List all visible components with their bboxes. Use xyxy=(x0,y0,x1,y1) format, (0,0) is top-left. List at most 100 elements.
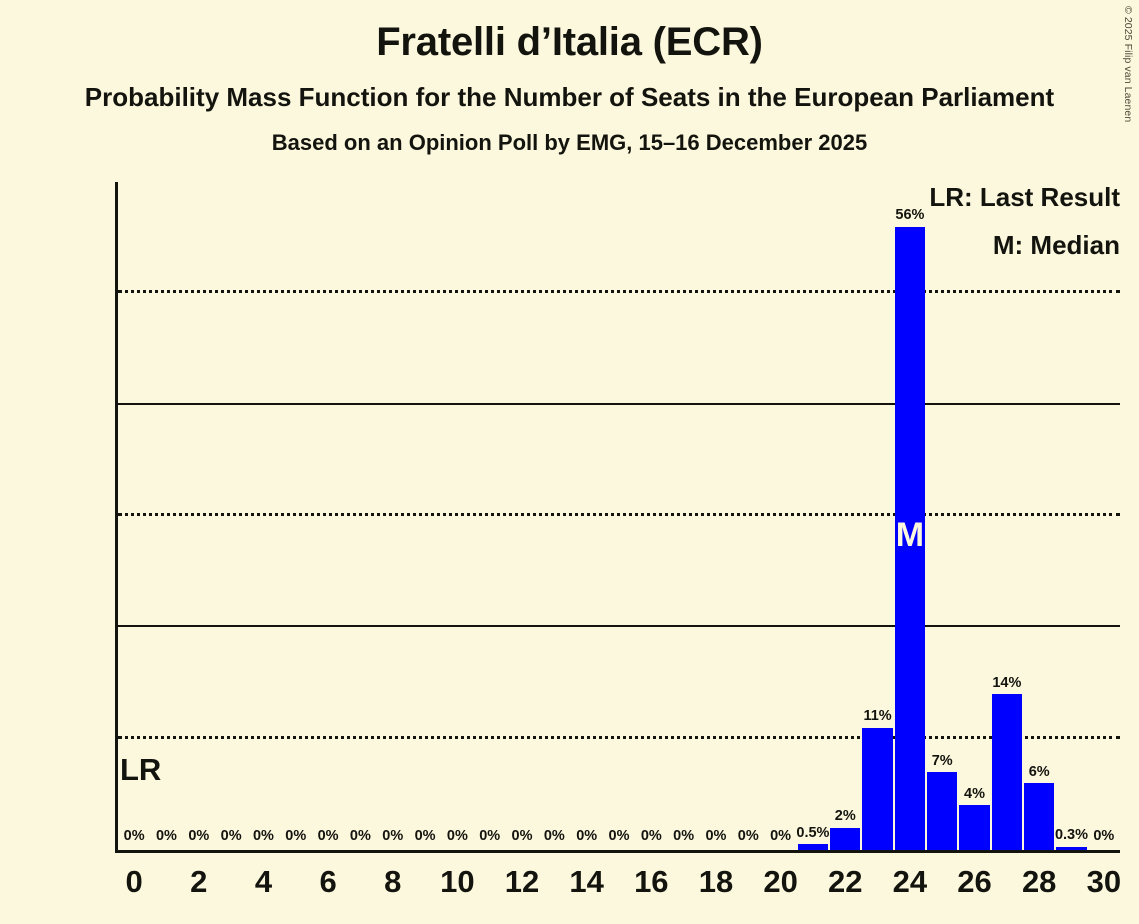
chart-subtitle: Probability Mass Function for the Number… xyxy=(84,82,1055,112)
copyright-text: © 2025 Filip van Laenen xyxy=(1122,6,1134,123)
bar-slot-seats-29[interactable]: 0.3% xyxy=(1054,182,1089,850)
bar-slot-seats-17[interactable]: 0% xyxy=(667,182,699,850)
bar-slot-seats-30[interactable]: 0% xyxy=(1088,182,1120,850)
bar-slot-seats-14[interactable]: 0% xyxy=(571,182,603,850)
legend-item-median: M: Median xyxy=(992,230,1120,260)
x-axis-line xyxy=(115,850,1120,853)
bar-value-label-seats-15: 0% xyxy=(608,827,630,844)
gridline-40 xyxy=(118,402,1120,405)
bar-slot-seats-18[interactable]: 0% xyxy=(700,182,732,850)
bar-value-label-seats-13: 0% xyxy=(543,827,565,844)
last-result-marker: LR xyxy=(120,752,162,787)
bar-value-label-seats-10: 0% xyxy=(446,827,468,844)
bar-value-label-seats-8: 0% xyxy=(382,827,404,844)
bar-value-label-seats-20: 0% xyxy=(770,827,792,844)
x-axis-tick-16: 16 xyxy=(634,864,669,899)
bar-seats-23[interactable] xyxy=(862,727,893,850)
bar-slot-seats-10[interactable]: 0% xyxy=(441,182,473,850)
bar-value-label-seats-14: 0% xyxy=(576,827,598,844)
bar-seats-22[interactable] xyxy=(830,827,861,850)
bar-slot-seats-0[interactable]: 0% xyxy=(118,182,150,850)
legend-item-last-result: LR: Last Result xyxy=(929,182,1120,212)
copyright-notice: © 2025 Filip van Laenen xyxy=(1121,6,1137,166)
x-axis-tick-2: 2 xyxy=(190,864,208,899)
bar-value-label-seats-3: 0% xyxy=(220,827,242,844)
plot-area: 20%40% 0%0%0%0%0%0%0%0%0%0%0%0%0%0%0%0%0… xyxy=(115,182,1120,853)
x-axis-tick-4: 4 xyxy=(254,864,273,899)
bar-slot-seats-22[interactable]: 2% xyxy=(829,182,861,850)
x-axis-tick-6: 6 xyxy=(319,864,337,899)
bar-slot-seats-21[interactable]: 0.5% xyxy=(796,182,830,850)
bar-slot-seats-2[interactable]: 0% xyxy=(183,182,215,850)
bar-value-label-seats-16: 0% xyxy=(640,827,662,844)
bar-series: 0% 0% 0% 0% 0% 0% 0% 0% 0% 0% 0% 0% 0% 0% 0% 0% 0% 0% 0% 0%… xyxy=(118,182,1120,850)
bar-slot-seats-12[interactable]: 0% xyxy=(506,182,538,850)
gridline-20 xyxy=(118,625,1120,628)
bar-slot-seats-25[interactable]: 7% xyxy=(926,182,958,850)
x-axis-tick-14: 14 xyxy=(569,864,604,899)
bar-slot-seats-5[interactable]: 0% xyxy=(280,182,312,850)
bar-slot-seats-3[interactable]: 0% xyxy=(215,182,247,850)
bar-slot-seats-8[interactable]: 0% xyxy=(377,182,409,850)
bar-slot-seats-26[interactable]: 4% xyxy=(958,182,990,850)
bar-value-label-seats-28: 6% xyxy=(1028,763,1050,780)
bar-slot-seats-6[interactable]: 0% xyxy=(312,182,344,850)
bar-slot-seats-23[interactable]: 11% xyxy=(861,182,893,850)
x-axis-tick-30: 30 xyxy=(1086,864,1122,899)
bar-value-label-seats-24: 56% xyxy=(895,207,925,224)
bar-value-label-seats-1: 0% xyxy=(155,827,177,844)
bar-slot-seats-9[interactable]: 0% xyxy=(409,182,441,850)
bar-seats-28[interactable] xyxy=(1024,783,1055,850)
gridline-30 xyxy=(118,513,1120,516)
bar-slot-seats-4[interactable]: 0% xyxy=(247,182,279,850)
bar-slot-seats-19[interactable]: 0% xyxy=(732,182,764,850)
legend: LR: Last Result M: Median xyxy=(929,184,1120,280)
bar-slot-seats-7[interactable]: 0% xyxy=(344,182,376,850)
chart-header: Fratelli d’Italia (ECR) Probability Mass… xyxy=(0,0,1139,154)
bar-value-label-seats-12: 0% xyxy=(511,827,533,844)
bar-value-label-seats-6: 0% xyxy=(317,827,339,844)
bar-seats-27[interactable] xyxy=(991,694,1023,850)
bar-value-label-seats-9: 0% xyxy=(414,827,436,844)
x-axis-tick-22: 22 xyxy=(828,864,863,899)
bar-slot-seats-28[interactable]: 6% xyxy=(1023,182,1055,850)
bar-slot-seats-24[interactable]: 56% M xyxy=(894,182,926,850)
bar-slot-seats-13[interactable]: 0% xyxy=(538,182,570,850)
bar-slot-seats-15[interactable]: 0% xyxy=(603,182,635,850)
gridline-50 xyxy=(118,290,1120,294)
bar-value-label-seats-23: 11% xyxy=(863,708,892,725)
bar-slot-seats-27[interactable]: 14% xyxy=(991,182,1023,850)
median-marker: M xyxy=(895,516,925,555)
bar-value-label-seats-21: 0.5% xyxy=(796,824,830,841)
bar-seats-29[interactable] xyxy=(1056,846,1087,850)
bar-slot-seats-16[interactable]: 0% xyxy=(635,182,667,850)
x-axis-tick-0: 0 xyxy=(125,864,143,899)
bar-value-label-seats-29: 0.3% xyxy=(1054,827,1089,844)
bar-value-label-seats-27: 14% xyxy=(992,674,1022,691)
page-title: Fratelli d’Italia (ECR) xyxy=(376,20,763,64)
gridline-10 xyxy=(118,735,1120,739)
bar-value-label-seats-26: 4% xyxy=(964,785,986,802)
x-axis-tick-18: 18 xyxy=(698,864,734,899)
chart-source-note: Based on an Opinion Poll by EMG, 15–16 D… xyxy=(271,130,868,155)
x-axis-tick-8: 8 xyxy=(384,864,402,899)
x-axis-labels: 0 2 4 6 8 10 12 14 16 18 20 22 24 26 28 30 xyxy=(118,864,1122,912)
bar-value-label-seats-11: 0% xyxy=(479,827,501,844)
bar-value-label-seats-22: 2% xyxy=(834,808,856,825)
x-axis-tick-10: 10 xyxy=(440,864,475,899)
bar-value-label-seats-30: 0% xyxy=(1093,827,1115,844)
bar-value-label-seats-4: 0% xyxy=(252,827,274,844)
bar-seats-24[interactable] xyxy=(894,226,926,850)
bar-slot-seats-11[interactable]: 0% xyxy=(474,182,506,850)
bar-slot-seats-1[interactable]: 0% xyxy=(150,182,182,850)
x-axis-tick-28: 28 xyxy=(1021,864,1057,899)
bar-value-label-seats-18: 0% xyxy=(705,827,727,844)
bar-seats-21[interactable] xyxy=(797,844,829,850)
bar-value-label-seats-25: 7% xyxy=(931,752,953,769)
bar-slot-seats-20[interactable]: 0% xyxy=(764,182,796,850)
bar-value-label-seats-19: 0% xyxy=(737,827,759,844)
bar-value-label-seats-5: 0% xyxy=(285,827,307,844)
bar-seats-26[interactable] xyxy=(959,805,990,850)
y-axis-line xyxy=(115,182,118,853)
bar-seats-25[interactable] xyxy=(927,772,958,850)
